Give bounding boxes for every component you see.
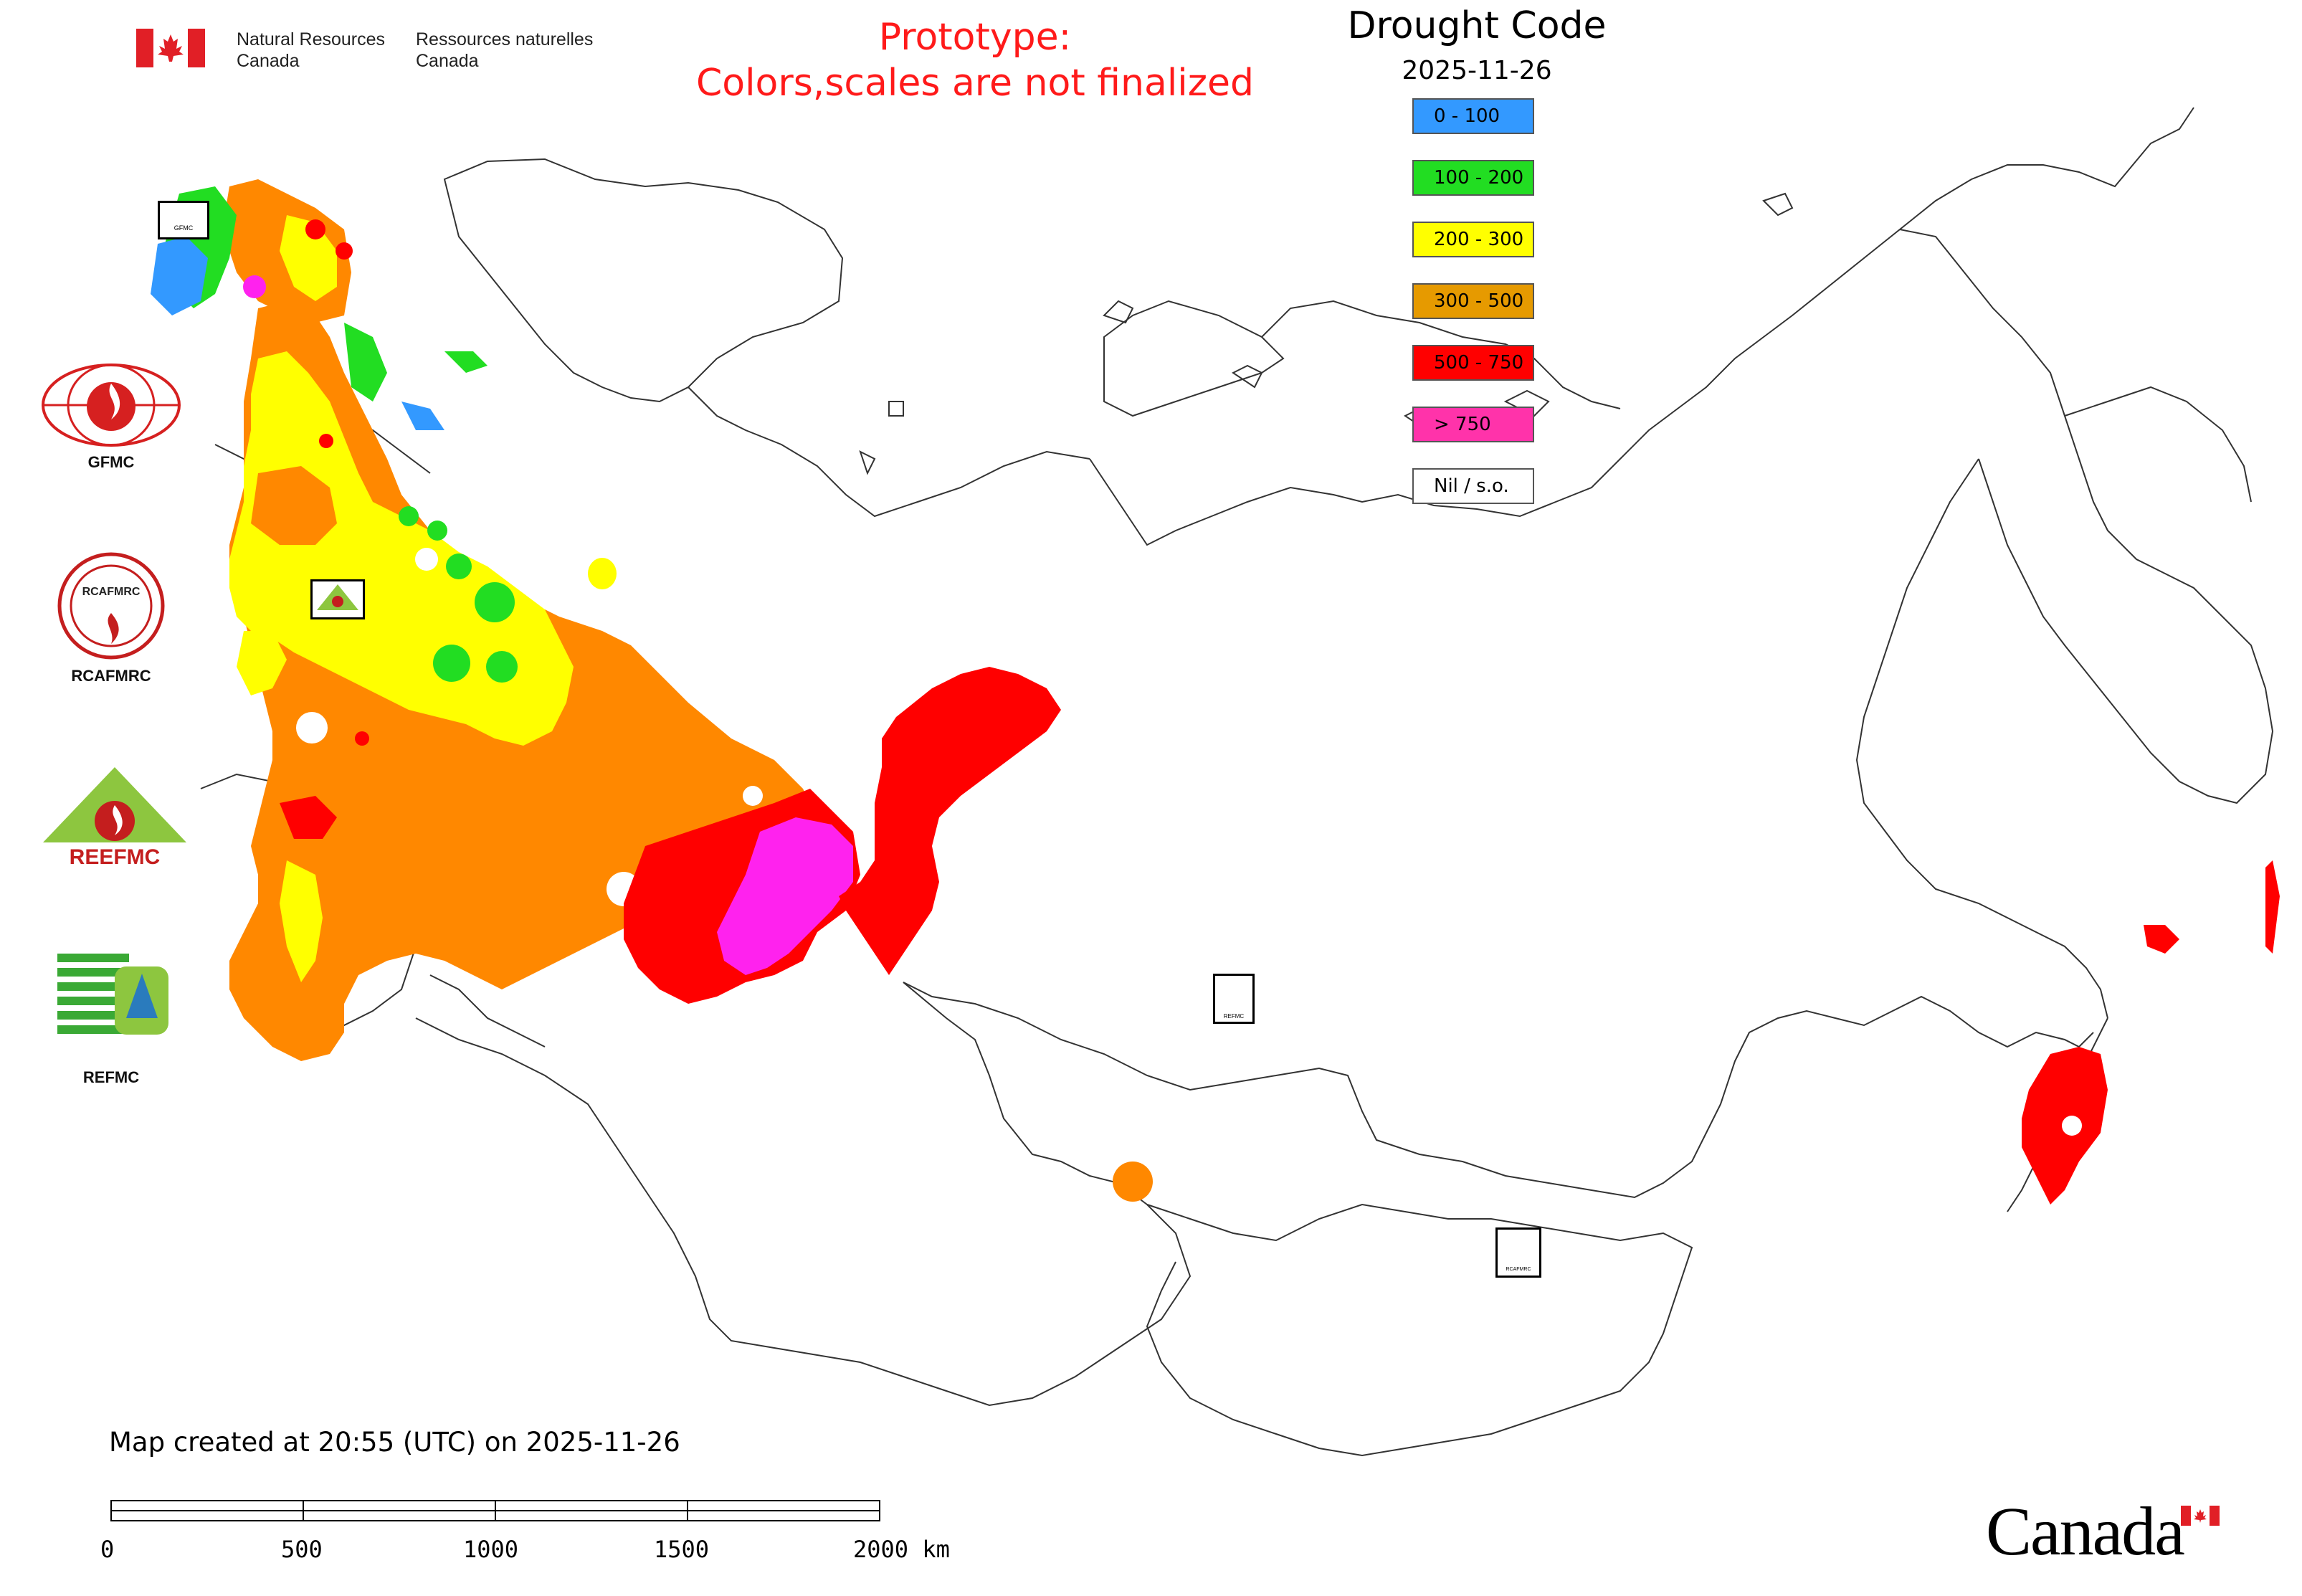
- scale-bar: [110, 1500, 880, 1521]
- refmc-map-marker[interactable]: REFMC: [1213, 974, 1255, 1024]
- canada-wordmark-text: Canada: [1986, 1493, 2185, 1569]
- org-fr-line2: Canada: [416, 51, 479, 71]
- legend-label: 0 - 100: [1434, 105, 1500, 127]
- gfmc-label: GFMC: [87, 453, 135, 471]
- reefmc-map-marker[interactable]: [310, 579, 365, 619]
- legend-item: Nil / s.o.: [1412, 468, 1534, 504]
- org-en-line1: Natural Resources: [237, 29, 386, 49]
- prototype-line1: Prototype:: [878, 16, 1072, 59]
- gfmc-map-marker[interactable]: GFMC: [158, 201, 209, 239]
- refmc-logo-icon: [57, 946, 172, 1040]
- rcafmrc-label: RCAFMRC: [71, 667, 151, 685]
- legend-item: 500 - 750: [1412, 345, 1534, 381]
- reefmc-wordmark: REEFMC: [70, 845, 161, 869]
- rcafmrc-logo-icon: RCAFMRC: [57, 552, 165, 660]
- legend-label: 300 - 500: [1434, 290, 1524, 312]
- legend-label: 200 - 300: [1434, 229, 1524, 250]
- legend-item: 0 - 100: [1412, 98, 1534, 134]
- rcafmrc-marker-label: RCAFMRC: [1506, 1267, 1531, 1272]
- rcafmrc-map-marker[interactable]: RCAFMRC: [1495, 1227, 1541, 1278]
- legend-date: 2025-11-26: [1402, 56, 1552, 85]
- scale-label: 1500: [654, 1536, 710, 1563]
- scale-label: 2000 km: [853, 1536, 950, 1563]
- refmc-marker-label: REFMC: [1223, 1013, 1245, 1020]
- scale-label: 0: [100, 1536, 115, 1563]
- canada-wordmark-flag-icon: [2181, 1506, 2220, 1526]
- legend-item: 100 - 200: [1412, 160, 1534, 196]
- legend-item: 300 - 500: [1412, 283, 1534, 319]
- legend-title: Drought Code: [1347, 4, 1607, 47]
- canada-wordmark: Canada: [1986, 1491, 2185, 1571]
- map-created-timestamp: Map created at 20:55 (UTC) on 2025-11-26: [109, 1427, 680, 1458]
- svg-text:RCAFMRC: RCAFMRC: [82, 586, 141, 598]
- drought-fill-regions: [151, 179, 2280, 1205]
- org-name-fr: Ressources naturelles Canada: [416, 29, 593, 72]
- refmc-label: REFMC: [82, 1068, 140, 1086]
- legend-item: 200 - 300: [1412, 222, 1534, 257]
- prototype-notice: Prototype: Colors,scales are not finaliz…: [645, 14, 1305, 106]
- canada-flag-icon: [136, 29, 205, 67]
- gfmc-marker-label: GFMC: [173, 224, 194, 232]
- reefmc-logo-icon: REEFMC: [36, 764, 194, 871]
- scale-label: 1000: [463, 1536, 519, 1563]
- legend-label: > 750: [1434, 414, 1491, 435]
- org-fr-line1: Ressources naturelles: [416, 29, 594, 49]
- org-name-en: Natural Resources Canada: [237, 29, 385, 72]
- prototype-line2: Colors,scales are not finalized: [695, 62, 1255, 105]
- legend-label: Nil / s.o.: [1434, 475, 1509, 497]
- org-en-line2: Canada: [237, 51, 300, 71]
- legend-label: 500 - 750: [1434, 352, 1524, 374]
- legend-label: 100 - 200: [1434, 167, 1524, 189]
- legend-item: > 750: [1412, 407, 1534, 442]
- gfmc-logo-icon: [39, 362, 183, 448]
- scale-label: 500: [281, 1536, 323, 1563]
